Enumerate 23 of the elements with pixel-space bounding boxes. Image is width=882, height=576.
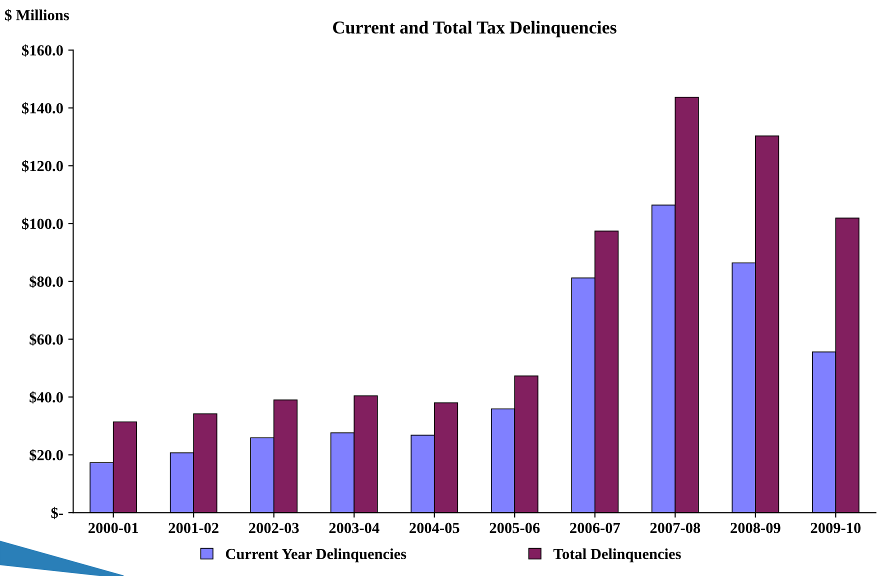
x-tick-label: 2008-09 [730,522,780,534]
y-tick-label: $40.0 [30,391,63,404]
y-tick-label: $140.0 [22,102,63,114]
x-tick-label: 2007-08 [650,522,700,534]
x-tick-label: 2000-01 [88,522,138,534]
y-tick-label: $160.0 [22,44,63,57]
x-tick-label: 2003-04 [329,522,380,534]
y-axis-title: $ Millions [4,9,69,22]
y-tick-label: $100.0 [22,218,63,230]
x-tick-label: 2002-03 [249,522,299,534]
chart-title: Current and Total Tax Delinquencies [333,20,616,38]
y-tick-label: $60.0 [30,333,63,346]
x-tick-label: 2006-07 [570,522,620,534]
legend-label: Total Delinquencies [553,548,681,562]
x-tick-label: 2009-10 [810,522,861,534]
x-tick-label: 2004-05 [410,522,460,534]
y-tick-label: $- [51,506,63,520]
x-tick-label: 2005-06 [490,522,540,534]
legend-label: Current Year Delinquencies [226,548,406,562]
y-tick-label: $20.0 [30,449,63,462]
y-tick-label: $80.0 [30,276,63,288]
x-tick-label: 2001-02 [168,522,218,534]
y-tick-label: $120.0 [22,160,63,172]
